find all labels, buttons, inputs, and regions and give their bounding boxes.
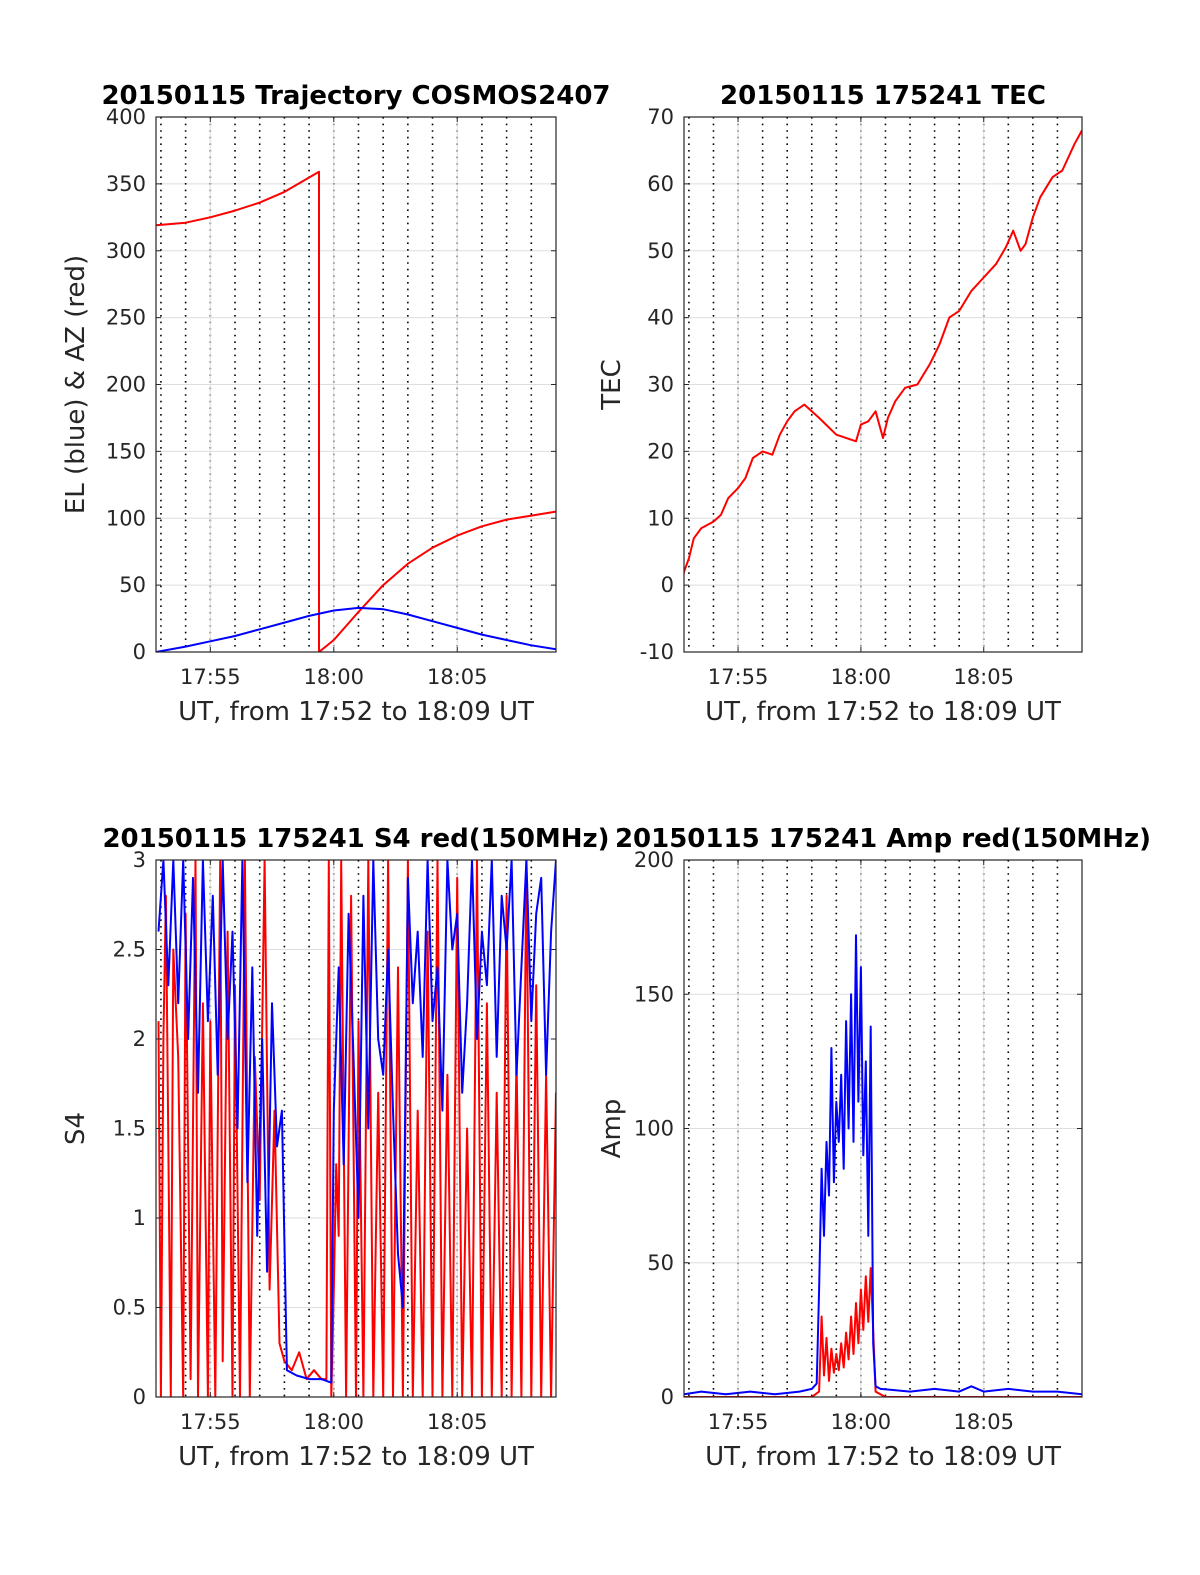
y-axis-label: EL (blue) & AZ (red) xyxy=(61,255,91,514)
y-axis-label: TEC xyxy=(597,359,627,410)
amp-chart: 0 50 100 150 200 17:55 18:00 18:05 20150115 1752… xyxy=(597,824,1151,1472)
x-tick-label: 17:55 xyxy=(708,1410,769,1434)
series-line-0 xyxy=(684,1267,1082,1397)
x-axis-label: UT, from 17:52 to 18:09 UT xyxy=(178,697,534,727)
y-tick-label: 350 xyxy=(106,172,146,196)
x-tick-label: 18:00 xyxy=(831,1410,892,1434)
y-tick-label: 2.5 xyxy=(113,938,146,962)
y-tick-label: 0 xyxy=(133,1385,146,1409)
chart-title: 20150115 175241 S4 red(150MHz) xyxy=(102,824,609,854)
series-line-1 xyxy=(157,860,556,1384)
s4-chart: 0 0.5 1 1.5 2 2.5 3 17:55 18:00 18:05 20150115 175… xyxy=(61,824,610,1472)
x-axis-label: UT, from 17:52 to 18:09 UT xyxy=(705,697,1061,727)
y-tick-label: 150 xyxy=(106,439,146,463)
y-tick-label: 100 xyxy=(634,1117,674,1141)
x-tick-label: 17:55 xyxy=(708,665,769,689)
series-line-0 xyxy=(684,129,1082,578)
x-tick-label: 17:55 xyxy=(180,665,241,689)
y-tick-label: 70 xyxy=(647,105,674,129)
y-tick-label: 200 xyxy=(106,373,146,397)
series-line-0 xyxy=(157,860,556,1397)
x-tick-label: 18:00 xyxy=(831,665,892,689)
y-tick-label: 3 xyxy=(133,848,146,872)
y-tick-label: 150 xyxy=(634,982,674,1006)
x-tick-label: 17:55 xyxy=(180,1410,241,1434)
series-line-1 xyxy=(684,934,1082,1396)
chart-title: 20150115 175241 Amp red(150MHz) xyxy=(615,824,1151,854)
trajectory-chart: 0 50 100 150 200 250 300 350 400 17:55 18:00 18:05 2… xyxy=(61,81,611,727)
y-tick-label: 1.5 xyxy=(113,1117,146,1141)
y-tick-label: 0 xyxy=(661,1385,674,1409)
y-tick-label: 200 xyxy=(634,848,674,872)
series-line-1 xyxy=(156,606,556,652)
y-tick-label: 1 xyxy=(133,1206,146,1230)
y-tick-label: 2 xyxy=(133,1027,146,1051)
x-tick-label: 18:00 xyxy=(304,665,365,689)
y-tick-label: 0.5 xyxy=(113,1296,146,1320)
y-tick-label: 20 xyxy=(647,439,674,463)
x-axis-label: UT, from 17:52 to 18:09 UT xyxy=(178,1442,534,1472)
x-tick-label: 18:05 xyxy=(953,665,1014,689)
x-tick-label: 18:00 xyxy=(304,1410,365,1434)
y-tick-label: 50 xyxy=(647,239,674,263)
y-tick-label: -10 xyxy=(640,640,674,664)
series-line-0 xyxy=(156,170,556,652)
x-tick-label: 18:05 xyxy=(953,1410,1014,1434)
y-tick-label: 0 xyxy=(133,640,146,664)
y-tick-label: 100 xyxy=(106,506,146,530)
y-axis-label: S4 xyxy=(61,1112,91,1145)
y-axis-label: Amp xyxy=(597,1099,627,1159)
y-tick-label: 10 xyxy=(647,506,674,530)
y-tick-label: 50 xyxy=(119,573,146,597)
y-tick-label: 30 xyxy=(647,373,674,397)
y-tick-label: 60 xyxy=(647,172,674,196)
chart-title: 20150115 175241 TEC xyxy=(720,81,1046,111)
y-tick-label: 400 xyxy=(106,105,146,129)
tec-chart: -10 0 10 20 30 40 50 60 70 17:55 18:00 18:05 2015011… xyxy=(597,81,1083,727)
y-tick-label: 50 xyxy=(647,1251,674,1275)
y-tick-label: 300 xyxy=(106,239,146,263)
y-tick-label: 0 xyxy=(661,573,674,597)
x-tick-label: 18:05 xyxy=(427,665,488,689)
y-tick-label: 40 xyxy=(647,306,674,330)
y-tick-label: 250 xyxy=(106,306,146,330)
chart-title: 20150115 Trajectory COSMOS2407 xyxy=(101,81,610,111)
x-tick-label: 18:05 xyxy=(427,1410,488,1434)
x-axis-label: UT, from 17:52 to 18:09 UT xyxy=(705,1442,1061,1472)
